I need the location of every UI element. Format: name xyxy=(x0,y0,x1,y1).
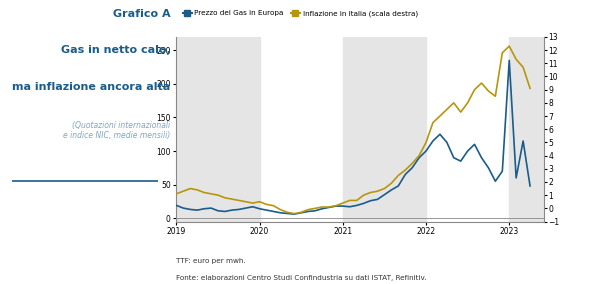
Legend: Prezzo del Gas in Europa, Inflazione in Italia (scala destra): Prezzo del Gas in Europa, Inflazione in … xyxy=(180,7,420,20)
Bar xyxy=(176,37,260,222)
Text: (Quotazioni internazionali
e indice NIC, medie mensili): (Quotazioni internazionali e indice NIC,… xyxy=(63,121,170,140)
Text: ma inflazione ancora alta: ma inflazione ancora alta xyxy=(12,82,170,92)
Bar xyxy=(509,37,544,222)
Text: Grafico A: Grafico A xyxy=(113,9,170,18)
Text: Fonte: elaborazioni Centro Studi Confindustria su dati ISTAT, Refinitiv.: Fonte: elaborazioni Centro Studi Confind… xyxy=(176,275,427,281)
Text: TTF: euro per mwh.: TTF: euro per mwh. xyxy=(176,258,246,264)
Text: Gas in netto calo,: Gas in netto calo, xyxy=(60,45,170,55)
Bar xyxy=(343,37,426,222)
